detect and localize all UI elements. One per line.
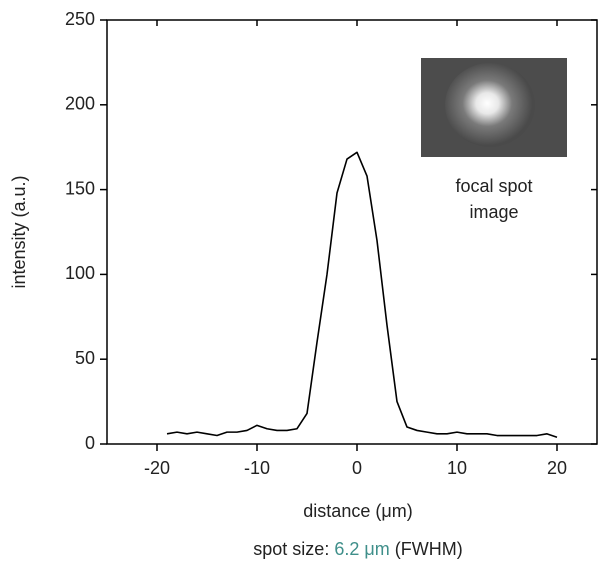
y-tick-label: 250 <box>65 9 95 29</box>
y-axis-label: intensity (a.u.) <box>9 175 29 288</box>
intensity-line <box>166 151 558 438</box>
annotation: focal spot <box>455 176 532 196</box>
x-axis-label: distance (μm) <box>303 501 412 521</box>
y-tick-label: 0 <box>85 433 95 453</box>
y-tick-label: 200 <box>65 94 95 114</box>
x-tick-label: 20 <box>547 458 567 478</box>
caption-highlight: 6.2 μm <box>334 539 389 559</box>
x-tick-label: -10 <box>244 458 270 478</box>
annotation: image <box>469 202 518 222</box>
x-tick-label: 10 <box>447 458 467 478</box>
caption: spot size: 6.2 μm (FWHM) <box>253 539 462 559</box>
y-tick-label: 150 <box>65 178 95 198</box>
caption-part: spot size: <box>253 539 329 559</box>
caption-part: (FWHM) <box>395 539 463 559</box>
x-tick-label: 0 <box>352 458 362 478</box>
plot-frame <box>106 19 598 445</box>
y-tick-label: 50 <box>75 348 95 368</box>
y-tick-label: 100 <box>65 263 95 283</box>
focal-spot <box>445 63 535 147</box>
x-tick-label: -20 <box>144 458 170 478</box>
